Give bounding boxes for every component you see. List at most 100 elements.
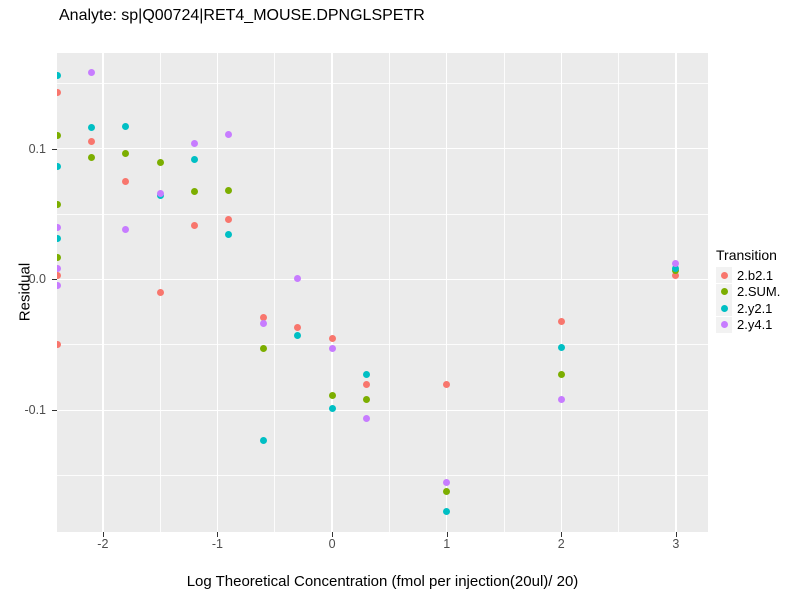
data-point-2-y4-1 (443, 478, 451, 486)
data-point-2-y4-1 (87, 69, 95, 77)
data-point-2-y2-1 (362, 371, 370, 379)
data-point-2-y2-1 (57, 163, 61, 171)
data-point-2-b2-1 (259, 313, 267, 321)
legend-item: 2.SUM. (716, 283, 781, 301)
y-tick-label: 0.1 (28, 141, 46, 156)
gridline-major-vertical (102, 53, 104, 532)
data-point-2-b2-1 (122, 177, 130, 185)
data-point-2-sum (225, 186, 233, 194)
legend-swatch-dot (720, 271, 728, 279)
gridline-major-vertical (445, 53, 448, 532)
legend-key (716, 283, 732, 300)
x-axis-tick (217, 532, 219, 537)
x-tick-label: 3 (672, 537, 680, 551)
data-point-2-y4-1 (362, 414, 370, 422)
legend-swatch-dot (720, 288, 728, 296)
y-axis-tick (52, 410, 57, 412)
gridline-major-horizontal (57, 278, 708, 281)
data-point-2-y2-1 (328, 405, 336, 413)
data-point-2-b2-1 (156, 289, 164, 296)
data-point-2-sum (443, 487, 451, 495)
x-tick-label: 1 (443, 537, 451, 551)
data-point-2-b2-1 (328, 334, 336, 342)
data-point-2-b2-1 (557, 317, 565, 325)
x-tick-label: -1 (211, 537, 224, 551)
legend-swatch-dot (720, 304, 728, 312)
data-point-2-y2-1 (87, 124, 95, 132)
gridline-major-vertical (560, 53, 563, 532)
y-axis-tick (52, 279, 57, 281)
data-point-2-y4-1 (557, 396, 565, 404)
y-tick-label: 0.0 (28, 272, 46, 287)
data-point-2-y4-1 (225, 130, 233, 138)
data-point-2-y2-1 (191, 155, 199, 163)
data-point-2-y2-1 (443, 507, 451, 515)
data-point-2-sum (259, 345, 267, 353)
data-point-2-b2-1 (57, 341, 61, 349)
legend-item-label: 2.SUM. (737, 284, 781, 300)
x-tick-label: -2 (97, 537, 109, 551)
data-point-2-y2-1 (557, 343, 565, 351)
data-point-2-y2-1 (259, 436, 267, 444)
x-axis-tick (332, 532, 334, 537)
data-point-2-b2-1 (57, 271, 61, 279)
data-point-2-sum (87, 154, 95, 162)
gridline-minor-vertical (503, 53, 505, 532)
data-point-2-y2-1 (294, 332, 302, 340)
gridline-major-vertical (331, 53, 333, 532)
x-axis-tick (102, 532, 104, 537)
data-point-2-sum (156, 159, 164, 167)
x-axis-tick (446, 532, 448, 537)
data-point-2-y4-1 (191, 139, 199, 147)
y-axis-tick (52, 148, 57, 150)
data-point-2-b2-1 (672, 271, 680, 279)
data-point-2-b2-1 (57, 88, 61, 96)
data-point-2-sum (122, 150, 130, 158)
x-tick-label: 0 (328, 537, 336, 551)
data-point-2-y4-1 (57, 282, 61, 290)
data-point-2-sum (57, 201, 61, 209)
data-point-2-sum (557, 371, 565, 379)
x-axis-tick (675, 532, 677, 537)
chart-title: Analyte: sp|Q00724|RET4_MOUSE.DPNGLSPETR (59, 7, 425, 24)
legend-item-label: 2.y2.1 (737, 300, 773, 316)
gridline-major-horizontal (57, 409, 708, 412)
data-point-2-b2-1 (191, 222, 199, 230)
data-point-2-sum (328, 392, 336, 400)
legend-item: 2.y2.1 (716, 300, 780, 317)
gridline-major-vertical (675, 53, 677, 532)
legend-swatch-dot (720, 321, 728, 329)
x-tick-label: 2 (557, 537, 565, 551)
data-point-2-sum (57, 131, 61, 139)
data-point-2-sum (362, 396, 370, 404)
gridline-minor-horizontal (57, 344, 708, 346)
legend-title: Transition (716, 247, 777, 263)
x-axis-tick (561, 532, 563, 537)
data-point-2-y4-1 (294, 274, 302, 282)
data-point-2-y4-1 (57, 265, 61, 273)
legend-key (716, 267, 732, 284)
gridline-minor-horizontal (57, 82, 708, 84)
x-axis-label: Log Theoretical Concentration (fmol per … (186, 573, 579, 590)
data-point-2-b2-1 (294, 324, 302, 332)
data-point-2-y2-1 (672, 265, 680, 273)
data-point-2-y4-1 (156, 189, 164, 197)
gridline-minor-vertical (274, 53, 276, 532)
data-point-2-y2-1 (225, 231, 233, 239)
data-point-2-y4-1 (122, 226, 130, 234)
data-point-2-b2-1 (225, 215, 233, 223)
data-point-2-sum (57, 253, 61, 261)
data-point-2-y2-1 (57, 71, 61, 79)
legend-key (716, 300, 732, 317)
gridline-major-vertical (216, 53, 219, 532)
legend-item-label: 2.b2.1 (737, 267, 774, 283)
legend-item: 2.b2.1 (716, 267, 780, 284)
legend-key (716, 316, 732, 333)
gridline-minor-vertical (388, 53, 390, 532)
gridline-minor-horizontal (57, 213, 708, 215)
gridline-minor-vertical (618, 53, 619, 532)
legend-item: 2.y4.1 (716, 316, 780, 334)
gridline-minor-horizontal (57, 475, 708, 477)
data-point-2-y4-1 (672, 260, 680, 268)
